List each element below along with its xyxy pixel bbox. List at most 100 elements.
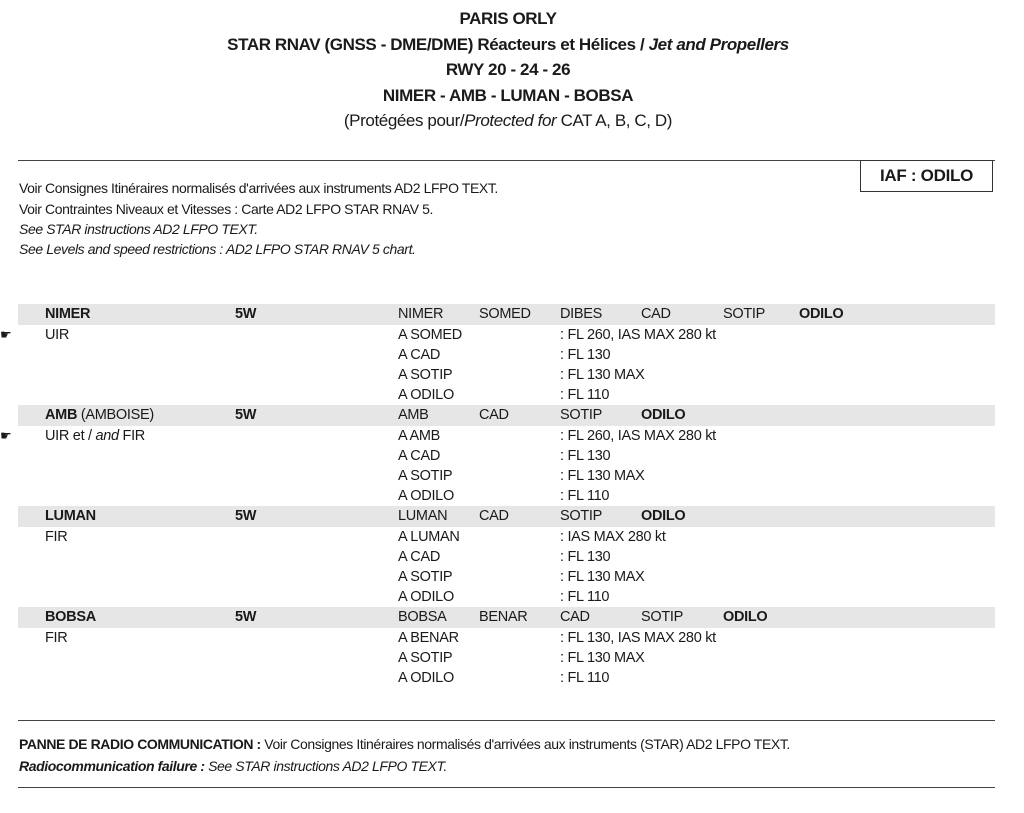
title-routes: NIMER - AMB - LUMAN - BOBSA (382, 86, 634, 105)
constraint-value: : FL 130 (560, 347, 611, 363)
constraint-row: A ODILO: FL 110 (18, 668, 995, 688)
note-fr-2: Voir Contraintes Niveaux et Vitesses : C… (19, 201, 433, 217)
waypoint: SOTIP (560, 407, 603, 423)
constraint-row: FIR A BENAR : FL 130, IAS MAX 280 kt (18, 628, 995, 648)
constraint-value: : FL 130 MAX (560, 650, 645, 666)
route-name: LUMAN (45, 508, 96, 524)
note-fr-1: Voir Consignes Itinéraires normalisés d'… (19, 180, 498, 196)
waypoint: SOTIP (641, 609, 684, 625)
constraint-value: : FL 130 (560, 549, 611, 565)
title-runways: RWY 20 - 24 - 26 (445, 60, 571, 79)
constraint-fix: A ODILO (398, 670, 454, 686)
protection-fr: (Protégées pour/ (343, 111, 465, 130)
route-designator: 5W (235, 306, 257, 322)
route-name-code: NIMER (45, 306, 91, 322)
constraint-row: A SOTIP : FL 130 MAX (18, 365, 995, 385)
constraint-value: : FL 110 (560, 387, 610, 403)
title-procedure: STAR RNAV (GNSS - DME/DME) Réacteurs et … (0, 35, 1016, 55)
constraint-fix: A CAD (398, 347, 441, 363)
constraint-row: A SOTIP : FL 130 MAX (18, 648, 995, 668)
footer-en-text: See STAR instructions AD2 LFPO TEXT. (208, 758, 447, 774)
iaf-box: IAF : ODILO (860, 160, 993, 192)
pointing-hand-icon: ☛ (0, 428, 12, 443)
constraint-value: : FL 130, IAS MAX 280 kt (560, 630, 716, 646)
waypoint: SOTIP (560, 508, 603, 524)
constraint-row: FIR A LUMAN : IAS MAX 280 kt (18, 527, 995, 547)
waypoint: CAD (641, 306, 671, 322)
route-name: NIMER (45, 306, 91, 322)
footer-en: Radiocommunication failure : See STAR in… (19, 758, 447, 774)
constraint-fix: A ODILO (398, 589, 454, 605)
route-name-code: LUMAN (45, 508, 96, 524)
waypoint: ODILO (641, 407, 686, 423)
route-designator: 5W (235, 508, 257, 524)
constraint-row: A ODILO : FL 110 (18, 385, 995, 405)
constraint-value: : FL 110 (560, 488, 610, 504)
constraint-fix: A SOTIP (398, 468, 453, 484)
pointing-hand-icon: ☛ (0, 327, 12, 342)
constraint-row: A CAD : FL 130 (18, 547, 995, 567)
waypoint: ODILO (641, 508, 686, 524)
constraint-fix: A AMB (398, 428, 441, 444)
route-designator: 5W (235, 609, 257, 625)
route-header-row: BOBSA 5W BOBSA BENAR CAD SOTIP ODILO (18, 607, 995, 628)
constraint-value: : FL 260, IAS MAX 280 kt (560, 327, 716, 343)
constraint-fix: A CAD (398, 549, 441, 565)
waypoint: AMB (398, 407, 429, 423)
constraint-fix: A SOMED (398, 327, 462, 343)
waypoint: CAD (479, 407, 509, 423)
airspace-part: and (95, 428, 119, 444)
constraint-fix: A ODILO (398, 488, 454, 504)
route-name: AMB (AMBOISE) (45, 407, 154, 423)
constraint-row: ☛ UIR A SOMED : FL 260, IAS MAX 280 kt (0, 325, 995, 345)
constraint-value: : FL 130 MAX (560, 468, 645, 484)
constraint-fix: A SOTIP (398, 650, 453, 666)
constraint-value: : FL 130 MAX (560, 569, 645, 585)
route-name-full: (AMBOISE) (77, 407, 154, 423)
route-name-code: BOBSA (45, 609, 96, 625)
note-en-2: See Levels and speed restrictions : AD2 … (19, 241, 416, 257)
constraint-value: : FL 110 (560, 589, 610, 605)
footer-fr-label: PANNE DE RADIO COMMUNICATION : (19, 736, 265, 752)
airspace-part: FIR (118, 428, 146, 444)
airspace: FIR (45, 529, 68, 545)
constraint-value: : IAS MAX 280 kt (560, 529, 666, 545)
constraint-row: A SOTIP : FL 130 MAX (18, 567, 995, 587)
divider (18, 787, 995, 788)
airspace: UIR (45, 327, 69, 343)
footer-fr: PANNE DE RADIO COMMUNICATION : Voir Cons… (19, 736, 790, 752)
waypoint: SOTIP (723, 306, 766, 322)
airspace: UIR et / and FIR (45, 428, 145, 444)
waypoint: NIMER (398, 306, 444, 322)
airspace: FIR (45, 630, 68, 646)
route-designator: 5W (235, 407, 257, 423)
waypoint: CAD (560, 609, 590, 625)
airspace-part: UIR (45, 327, 70, 343)
constraint-value: : FL 130 (560, 448, 611, 464)
title-airport: PARIS ORLY (459, 9, 557, 28)
routes-table: NIMER 5W NIMER SOMED DIBES CAD SOTIP ODILO ☛ UIR A… (0, 304, 995, 688)
airspace-part: UIR et / (45, 428, 96, 444)
route-name-code: AMB (45, 407, 78, 423)
protection-en: Protected for (464, 111, 557, 130)
title-protection: (Protégées pour/Protected for CAT A, B, … (0, 111, 1016, 131)
divider (18, 160, 995, 161)
constraint-fix: A SOTIP (398, 367, 453, 383)
constraint-fix: A LUMAN (398, 529, 460, 545)
waypoint: DIBES (560, 306, 603, 322)
constraint-value: : FL 130 MAX (560, 367, 645, 383)
constraint-fix: A BENAR (398, 630, 459, 646)
waypoint: ODILO (723, 609, 768, 625)
route-header-row: AMB (AMBOISE) 5W AMB CAD SOTIP ODILO (18, 405, 995, 426)
note-en-1: See STAR instructions AD2 LFPO TEXT. (19, 221, 258, 237)
waypoint: ODILO (799, 306, 844, 322)
route-name: BOBSA (45, 609, 96, 625)
divider (18, 720, 995, 721)
waypoint: BOBSA (398, 609, 447, 625)
protection-cat: CAT A, B, C, D) (556, 111, 673, 130)
airspace-part: FIR (45, 630, 68, 646)
constraint-row: A CAD : FL 130 (18, 345, 995, 365)
constraint-fix: A ODILO (398, 387, 454, 403)
constraint-fix: A SOTIP (398, 569, 453, 585)
constraint-row: A ODILO : FL 110 (18, 486, 995, 506)
